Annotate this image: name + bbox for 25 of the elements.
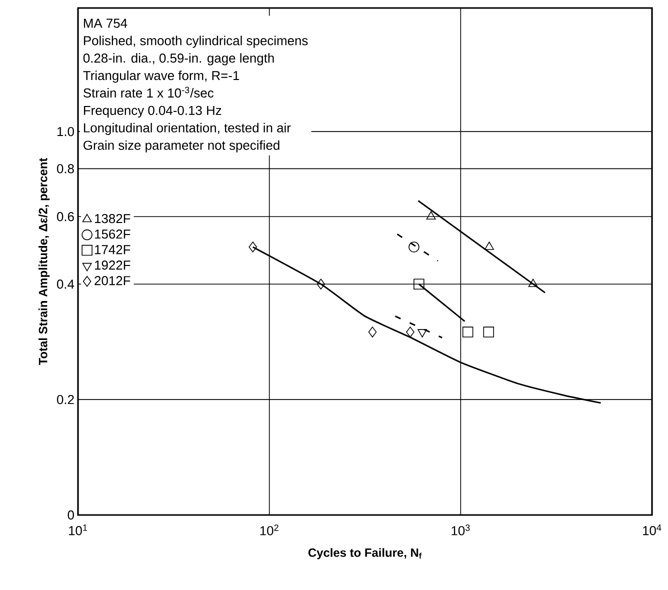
x-tick-label: 10$^{3}$ — [452, 524, 470, 536]
y-tick-label: 0.4 — [56, 280, 74, 289]
y-axis-title: Total Strain Amplitude, Δε/2, percent — [38, 158, 50, 366]
annotation: 0.28-in. dia., 0.59-in. gage length — [83, 53, 274, 66]
y-tick-label: 0 — [68, 510, 74, 520]
y-tick-label: 1.0 — [57, 126, 74, 136]
x-tick-label: 10$^{4}$ — [643, 524, 662, 536]
y-tick-label: 0.6 — [56, 212, 74, 222]
x-axis-title: Cycles to Failure, N$_{f}$ — [308, 548, 422, 560]
x-tick-label: 10$^{2}$ — [260, 524, 278, 536]
legend-label: 1382F — [95, 214, 130, 224]
annotation: Longitudinal orientation, tested in air — [84, 122, 291, 135]
annotation: Grain size parameter not specified — [84, 140, 280, 152]
y-tick-label: 0.2 — [56, 394, 74, 404]
annotation: Triangular wave form, R=-1 — [83, 70, 240, 83]
legend-label: 2012F — [94, 276, 130, 286]
y-tick-label: 0.8 — [56, 164, 74, 174]
legend-label: 1742F — [95, 245, 130, 254]
annotation: MA 754 — [84, 18, 128, 28]
legend-label: 1562F — [95, 230, 130, 239]
legend-label: 1922F — [95, 260, 130, 270]
annotation: Polished, smooth cylindrical specimens — [84, 36, 308, 48]
x-tick-label: 10$^{1}$ — [69, 524, 88, 536]
annotation: Frequency 0.04-0.13 Hz — [84, 106, 222, 118]
annotation: Strain rate 1 x 10$^{-3}$/sec — [84, 86, 214, 98]
